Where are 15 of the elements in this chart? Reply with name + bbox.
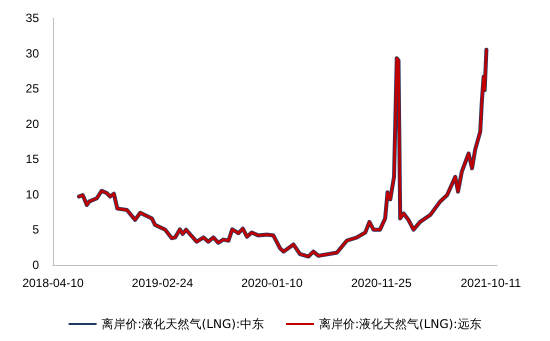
legend-label: 离岸价:液化天然气(LNG):中东	[102, 317, 264, 331]
y-tick-label: 35	[26, 11, 40, 25]
x-tick-label: 2019-02-24	[132, 276, 194, 290]
y-tick-label: 25	[26, 82, 40, 96]
x-tick-label: 2020-11-25	[351, 276, 412, 290]
y-tick-label: 20	[26, 116, 40, 131]
x-tick-label: 2020-01-10	[241, 276, 303, 290]
y-tick-label: 10	[26, 187, 40, 202]
y-tick-label: 5	[32, 222, 40, 237]
x-tick-label: 2021-10-11	[460, 276, 522, 290]
y-tick-label: 30	[26, 46, 40, 60]
x-tick-label: 2018-04-10	[22, 276, 84, 290]
y-tick-label: 15	[26, 152, 40, 166]
legend-label: 离岸价:液化天然气(LNG):远东	[319, 317, 482, 331]
y-tick-label: 0	[32, 258, 40, 272]
